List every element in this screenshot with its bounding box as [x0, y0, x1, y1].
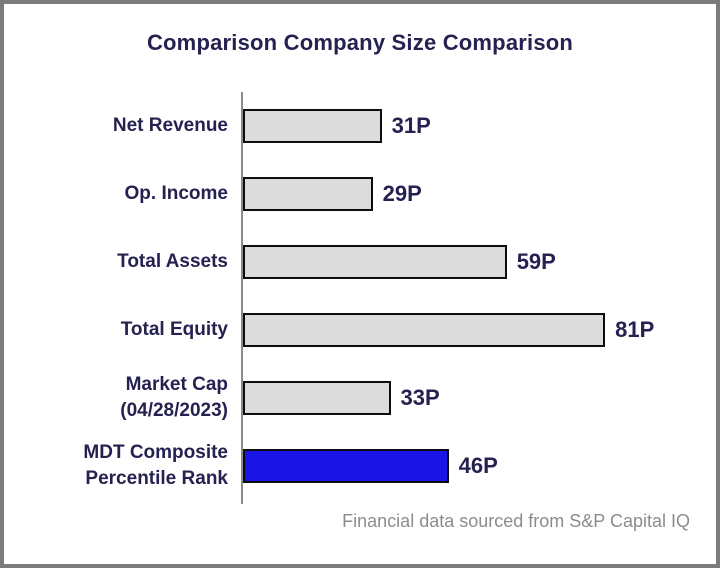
chart-row: Total Assets 59P [4, 228, 716, 296]
bar [243, 245, 507, 279]
bar [243, 177, 373, 211]
y-axis-line [241, 92, 243, 504]
bar [243, 313, 606, 347]
value-label: 31P [391, 113, 431, 138]
chart-row: Market Cap (04/28/2023) 33P [4, 364, 716, 432]
category-label: Total Equity [120, 319, 228, 340]
category-label: Total Assets [117, 251, 228, 272]
chart-title: Comparison Company Size Comparison [146, 30, 574, 55]
source-note: Financial data sourced from S&P Capital … [342, 511, 690, 531]
value-label: 46P [458, 453, 498, 478]
chart-row: Net Revenue 31P [4, 92, 716, 160]
bar-highlight [243, 449, 449, 483]
value-label: 29P [382, 181, 422, 206]
value-label: 59P [516, 249, 556, 274]
bar-chart-plot-area: Net Revenue 31P Op. Income 29P Total Assets 5… [4, 92, 716, 504]
category-label: Op. Income [124, 183, 228, 204]
chart-row: Total Equity 81P [4, 296, 716, 364]
bar [243, 381, 391, 415]
chart-row: Op. Income 29P [4, 160, 716, 228]
value-label: 81P [615, 317, 655, 342]
category-label: MDT Composite Percentile Rank [83, 442, 228, 489]
category-label: Market Cap (04/28/2023) [120, 374, 228, 421]
category-label: Net Revenue [112, 115, 228, 136]
bar-rows-container: Net Revenue 31P Op. Income 29P Total Assets 5… [4, 92, 716, 500]
value-label: 33P [400, 385, 440, 410]
bar [243, 109, 382, 143]
chart-row: MDT Composite Percentile Rank 46P [4, 432, 716, 500]
